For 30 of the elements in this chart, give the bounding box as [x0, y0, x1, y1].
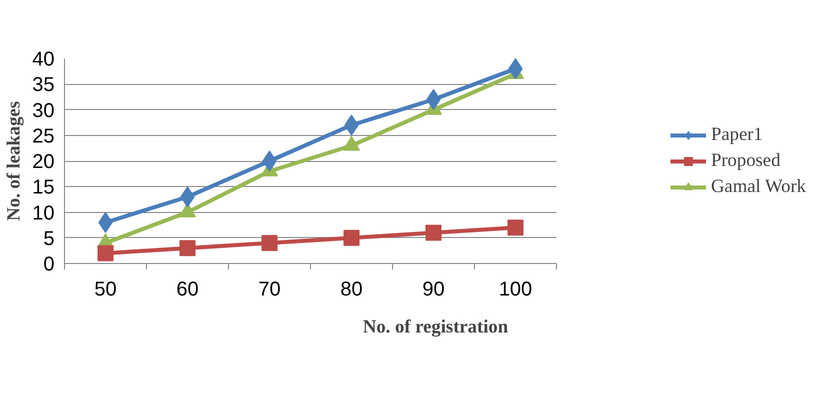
point [262, 235, 278, 251]
y-tick-label: 30 [32, 100, 55, 122]
y-tick-label: 20 [32, 151, 55, 173]
point [344, 230, 360, 246]
y-tick-label: 0 [43, 254, 54, 276]
x-axis-title: No. of registration [362, 316, 509, 338]
point [98, 212, 113, 233]
y-tick-label: 40 [32, 48, 55, 70]
point [180, 240, 196, 256]
x-tick-label: 90 [422, 278, 445, 300]
point [262, 150, 277, 172]
legend-label: Paper1 [710, 124, 763, 146]
point [98, 245, 114, 262]
y-tick-label: 5 [43, 228, 54, 250]
x-tick-label: 70 [258, 278, 281, 300]
point [426, 224, 442, 241]
legend-label: Proposed [710, 150, 780, 172]
y-tick-label: 10 [32, 202, 55, 224]
y-tick-label: 15 [32, 176, 55, 199]
x-tick-label: 80 [340, 278, 363, 300]
x-tick-label: 50 [94, 278, 117, 300]
y-tick-label: 35 [32, 74, 55, 96]
point [508, 220, 524, 236]
y-tick-label: 25 [32, 125, 55, 148]
y-axis-title: No. of leakages [3, 101, 24, 221]
x-tick-label: 100 [498, 278, 532, 300]
point [508, 58, 523, 80]
point [426, 89, 441, 110]
x-tick-label: 60 [176, 278, 199, 300]
legend-label: Gamal Work [710, 176, 806, 198]
